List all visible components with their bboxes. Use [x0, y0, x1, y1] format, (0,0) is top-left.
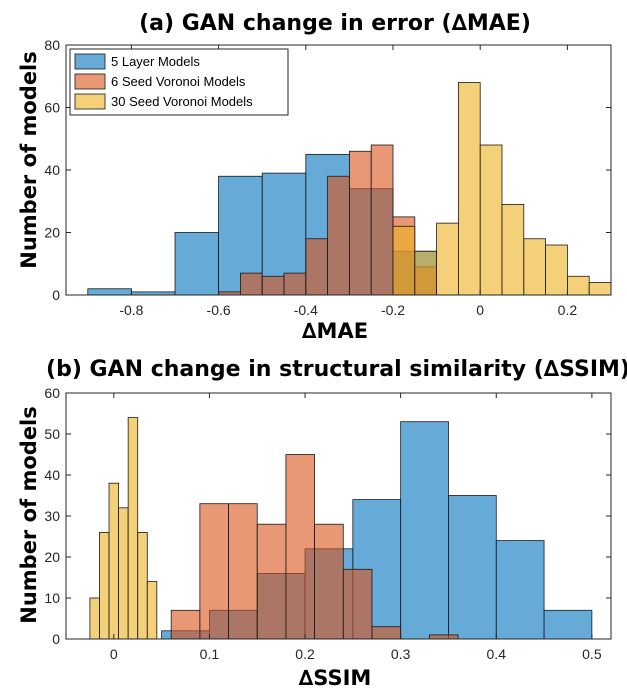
- panel-b-bar-s2-b2: [108, 482, 119, 640]
- panel-b-bar-s1-b7: [371, 626, 402, 640]
- panel-a-x-axis-label: ∆MAE: [302, 319, 368, 343]
- panel-b-bar-s1-b9: [428, 634, 459, 640]
- panel-a-ytick-label-2: 40: [44, 162, 60, 178]
- panel-b-bar-s0-b8: [543, 609, 593, 640]
- panel-a-xtick-label-3: -0.2: [381, 302, 405, 318]
- panel-b-bar-s2-b6: [146, 581, 158, 640]
- panel-a-bar-s1-b4: [305, 238, 328, 296]
- panel-b-bar-s1-b6: [342, 568, 373, 640]
- panel-b-bars: [89, 417, 593, 640]
- panel-b-bar-s0-b6: [448, 495, 497, 640]
- panel-a-legend-label-1: 6 Seed Voronoi Models: [111, 74, 246, 89]
- panel-b-xtick-label-1: 0.1: [200, 646, 220, 662]
- panel-a-bar-s2-b0: [392, 225, 416, 296]
- panel-b-bar-s2-b5: [137, 532, 148, 640]
- panel-b-ytick-label-5: 50: [44, 426, 60, 442]
- panel-a-y-axis-label: Number of models: [17, 51, 41, 269]
- panel-b-bar-s1-b4: [285, 454, 315, 640]
- panel-a-bar-s2-b9: [588, 282, 612, 296]
- panel-a-legend: 5 Layer Models 6 Seed Voronoi Models 30 Se…: [69, 48, 289, 116]
- panel-b-ticks: 0 0.1 0.2 0.3 0.4 0.5 0 10 20 30 40 50 60: [44, 385, 611, 662]
- panel-b-xtick-label-5: 0.5: [582, 646, 602, 662]
- panel-b-title: (b) GAN change in structural similarity …: [46, 357, 627, 382]
- panel-a-bar-s2-b6: [523, 238, 546, 296]
- panel-b-xtick-label-2: 0.2: [295, 646, 315, 662]
- panel-b-bar-s2-b4: [127, 417, 139, 640]
- panel-b-bar-s0-b5: [400, 421, 449, 640]
- panel-a-xtick-label-0: -0.8: [119, 302, 143, 318]
- panel-a-bar-s2-b2: [436, 222, 459, 296]
- panel-a-bar-s0-b0: [87, 288, 132, 296]
- panel-b-ytick-label-6: 60: [44, 385, 60, 401]
- panel-a-ytick-label-1: 20: [44, 225, 60, 241]
- panel-a-legend-swatch-2: [74, 93, 106, 110]
- panel-b-ytick-label-2: 20: [44, 549, 60, 565]
- panel-b-bar-s2-b1: [99, 532, 110, 640]
- panel-a-title: (a) GAN change in error (∆MAE): [139, 11, 531, 36]
- panel-a-bar-s2-b8: [567, 275, 590, 296]
- panel-b-bar-s2-b3: [118, 507, 129, 640]
- panel-a-bars: [87, 82, 612, 296]
- panel-a-bar-s2-b4: [479, 144, 503, 296]
- panel-a-ytick-label-4: 80: [44, 37, 60, 53]
- panel-b-ytick-label-4: 40: [44, 467, 60, 483]
- panel-a-legend-label-2: 30 Seed Voronoi Models: [111, 94, 253, 109]
- panel-b-xtick-label-3: 0.3: [391, 646, 411, 662]
- panel-a-bar-s2-b7: [545, 244, 568, 296]
- panel-a-xtick-label-5: 0.2: [558, 302, 578, 318]
- panel-b-ytick-label-1: 10: [44, 590, 60, 606]
- panel-a-ytick-label-3: 60: [44, 100, 60, 116]
- panel-a-xtick-label-1: -0.6: [207, 302, 231, 318]
- panel-b-bar-s1-b1: [199, 503, 229, 640]
- panel-a-bar-s1-b7: [370, 144, 394, 296]
- panel-a-bar-s2-b5: [501, 203, 525, 296]
- panel-a-bar-s1-b6: [348, 150, 372, 296]
- panel-a-legend-box: [69, 48, 289, 116]
- panel-a-legend-label-0: 5 Layer Models: [111, 54, 200, 69]
- panel-b: (b) GAN change in structural similarity …: [17, 357, 627, 690]
- panel-b-bar-s2-b0: [89, 597, 100, 640]
- panel-b-xtick-label-0: 0: [110, 646, 118, 662]
- panel-b-bar-s0-b7: [495, 540, 545, 640]
- panel-b-xtick-label-4: 0.4: [487, 646, 507, 662]
- panel-a-bar-s1-b1: [239, 272, 263, 296]
- panel-a: (a) GAN change in error (∆MAE) Number of…: [17, 11, 612, 343]
- panel-b-x-axis-label: ∆SSIM: [299, 666, 372, 690]
- panel-a-legend-swatch-1: [74, 73, 106, 90]
- panel-a-bar-s0-b2: [174, 232, 219, 296]
- panel-a-bar-s1-b5: [327, 175, 350, 296]
- panel-a-legend-swatch-0: [74, 53, 106, 70]
- panel-b-ytick-label-3: 30: [44, 508, 60, 524]
- panel-b-bar-s1-b0: [170, 609, 201, 640]
- panel-b-bar-s1-b2: [228, 503, 258, 640]
- panel-a-ytick-label-0: 0: [52, 287, 60, 303]
- panel-b-bar-s1-b5: [314, 523, 344, 640]
- panel-a-xtick-label-2: -0.4: [294, 302, 318, 318]
- panel-a-bar-s1-b2: [261, 275, 285, 296]
- panel-a-xtick-label-4: 0: [476, 302, 484, 318]
- panel-b-bar-s1-b3: [256, 523, 287, 640]
- panel-a-bar-s1-b3: [283, 272, 307, 296]
- panel-a-bar-s2-b3: [457, 82, 481, 296]
- panel-a-bar-s2-b1: [414, 250, 437, 296]
- panel-b-ytick-label-0: 0: [52, 631, 60, 647]
- panel-a-ticks: -0.8 -0.6 -0.4 -0.2 0 0.2 0 20 40 60 80: [44, 37, 611, 318]
- panel-b-y-axis-label: Number of models: [17, 406, 41, 624]
